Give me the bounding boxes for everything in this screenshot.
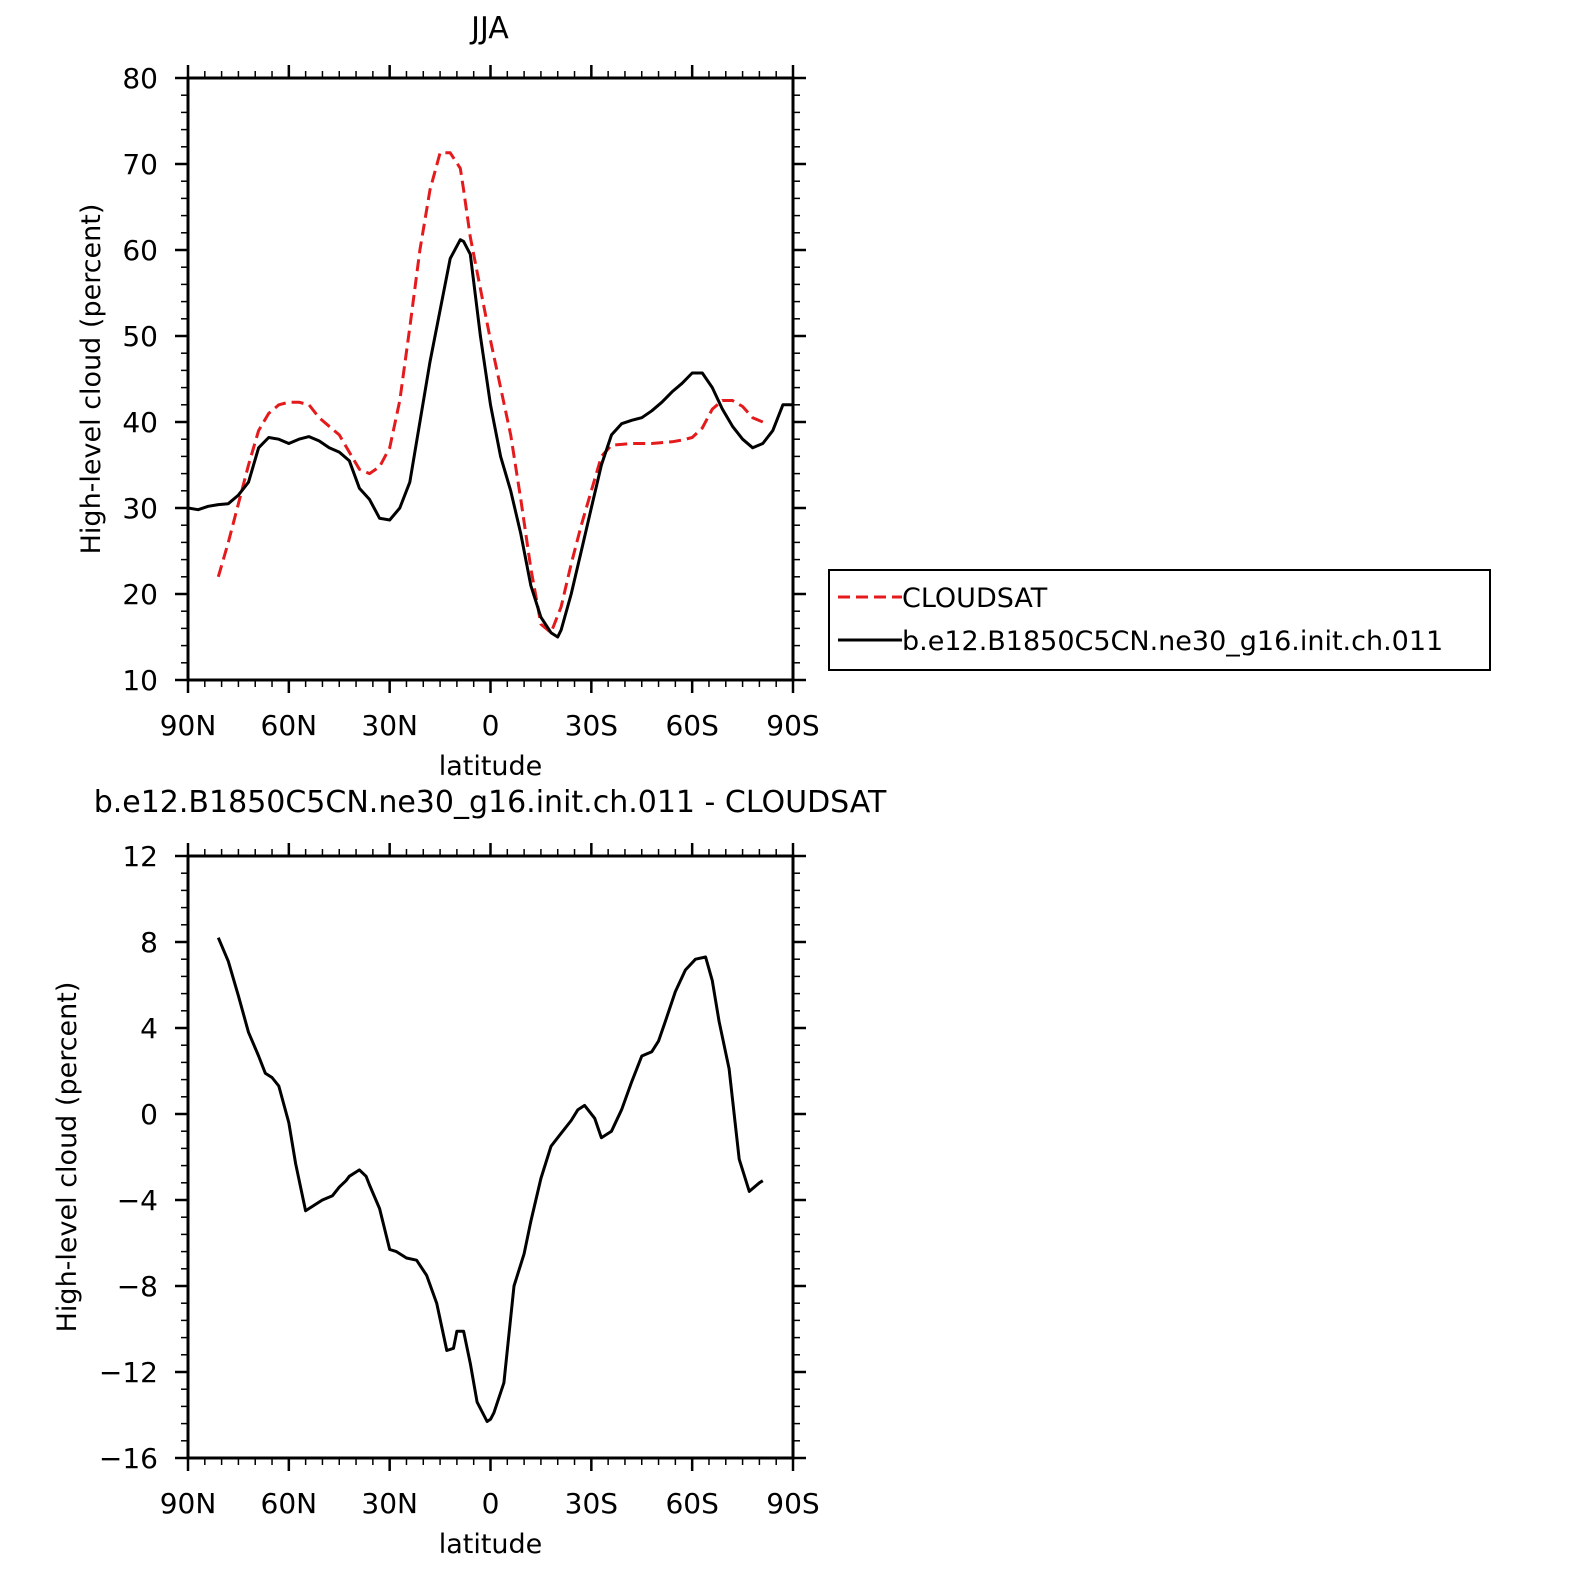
y-axis-label: High-level cloud (percent) bbox=[52, 982, 83, 1333]
chart-panel-2: b.e12.B1850C5CN.ne30_g16.init.ch.011 - C… bbox=[52, 785, 887, 1560]
y-tick-label: −4 bbox=[117, 1184, 158, 1217]
y-tick-label: −16 bbox=[99, 1442, 158, 1475]
x-tick-label: 30S bbox=[565, 709, 618, 742]
y-tick-label: 20 bbox=[122, 578, 158, 611]
legend-label: b.e12.B1850C5CN.ne30_g16.init.ch.011 bbox=[902, 626, 1443, 657]
x-axis-label: latitude bbox=[439, 1529, 543, 1560]
y-tick-label: −8 bbox=[117, 1270, 158, 1303]
chart-panel-1: JJA 90N 60N 30N 0 30S 60S 90S 10 20 30 40 50 60 70 80 la… bbox=[76, 11, 1491, 782]
x-axis-label: latitude bbox=[439, 751, 543, 782]
x-tick-label: 60N bbox=[261, 1487, 318, 1520]
y-tick-label: −12 bbox=[99, 1356, 158, 1389]
x-tick-label: 0 bbox=[482, 1487, 500, 1520]
y-tick-label: 0 bbox=[140, 1098, 158, 1131]
x-tick-label: 30N bbox=[361, 1487, 418, 1520]
legend: CLOUDSAT b.e12.B1850C5CN.ne30_g16.init.ch… bbox=[828, 569, 1491, 671]
x-tick-label: 90N bbox=[160, 709, 217, 742]
y-tick-label: 70 bbox=[122, 148, 158, 181]
x-tick-label: 60N bbox=[261, 709, 318, 742]
x-tick-label: 60S bbox=[665, 709, 718, 742]
x-tick-label: 30N bbox=[361, 709, 418, 742]
plot-frame bbox=[186, 854, 795, 1460]
x-tick-label: 90S bbox=[766, 1487, 819, 1520]
legend-box bbox=[828, 569, 1491, 671]
series-line-b-e12-b1850c5cn-ne30-g16-init-ch-011 bbox=[188, 238, 793, 639]
legend-label: CLOUDSAT bbox=[902, 583, 1048, 614]
x-tick-label: 90N bbox=[160, 1487, 217, 1520]
y-tick-label: 10 bbox=[122, 664, 158, 697]
chart-title: b.e12.B1850C5CN.ne30_g16.init.ch.011 - C… bbox=[94, 785, 887, 820]
x-tick-label: 60S bbox=[665, 1487, 718, 1520]
x-tick-label: 90S bbox=[766, 709, 819, 742]
series-line-cloudsat bbox=[216, 151, 764, 635]
x-tick-label: 30S bbox=[565, 1487, 618, 1520]
y-tick-label: 30 bbox=[122, 492, 158, 525]
y-tick-label: 4 bbox=[140, 1012, 158, 1045]
series-line-difference bbox=[216, 937, 764, 1423]
y-tick-label: 50 bbox=[122, 320, 158, 353]
y-tick-label: 8 bbox=[140, 926, 158, 959]
y-axis-label: High-level cloud (percent) bbox=[76, 204, 107, 555]
y-tick-label: 40 bbox=[122, 406, 158, 439]
plot-frame bbox=[186, 76, 795, 682]
x-tick-label: 0 bbox=[482, 709, 500, 742]
y-tick-label: 60 bbox=[122, 234, 158, 267]
y-tick-label: 12 bbox=[122, 840, 158, 873]
y-tick-label: 80 bbox=[122, 62, 158, 95]
chart-title: JJA bbox=[469, 11, 509, 46]
